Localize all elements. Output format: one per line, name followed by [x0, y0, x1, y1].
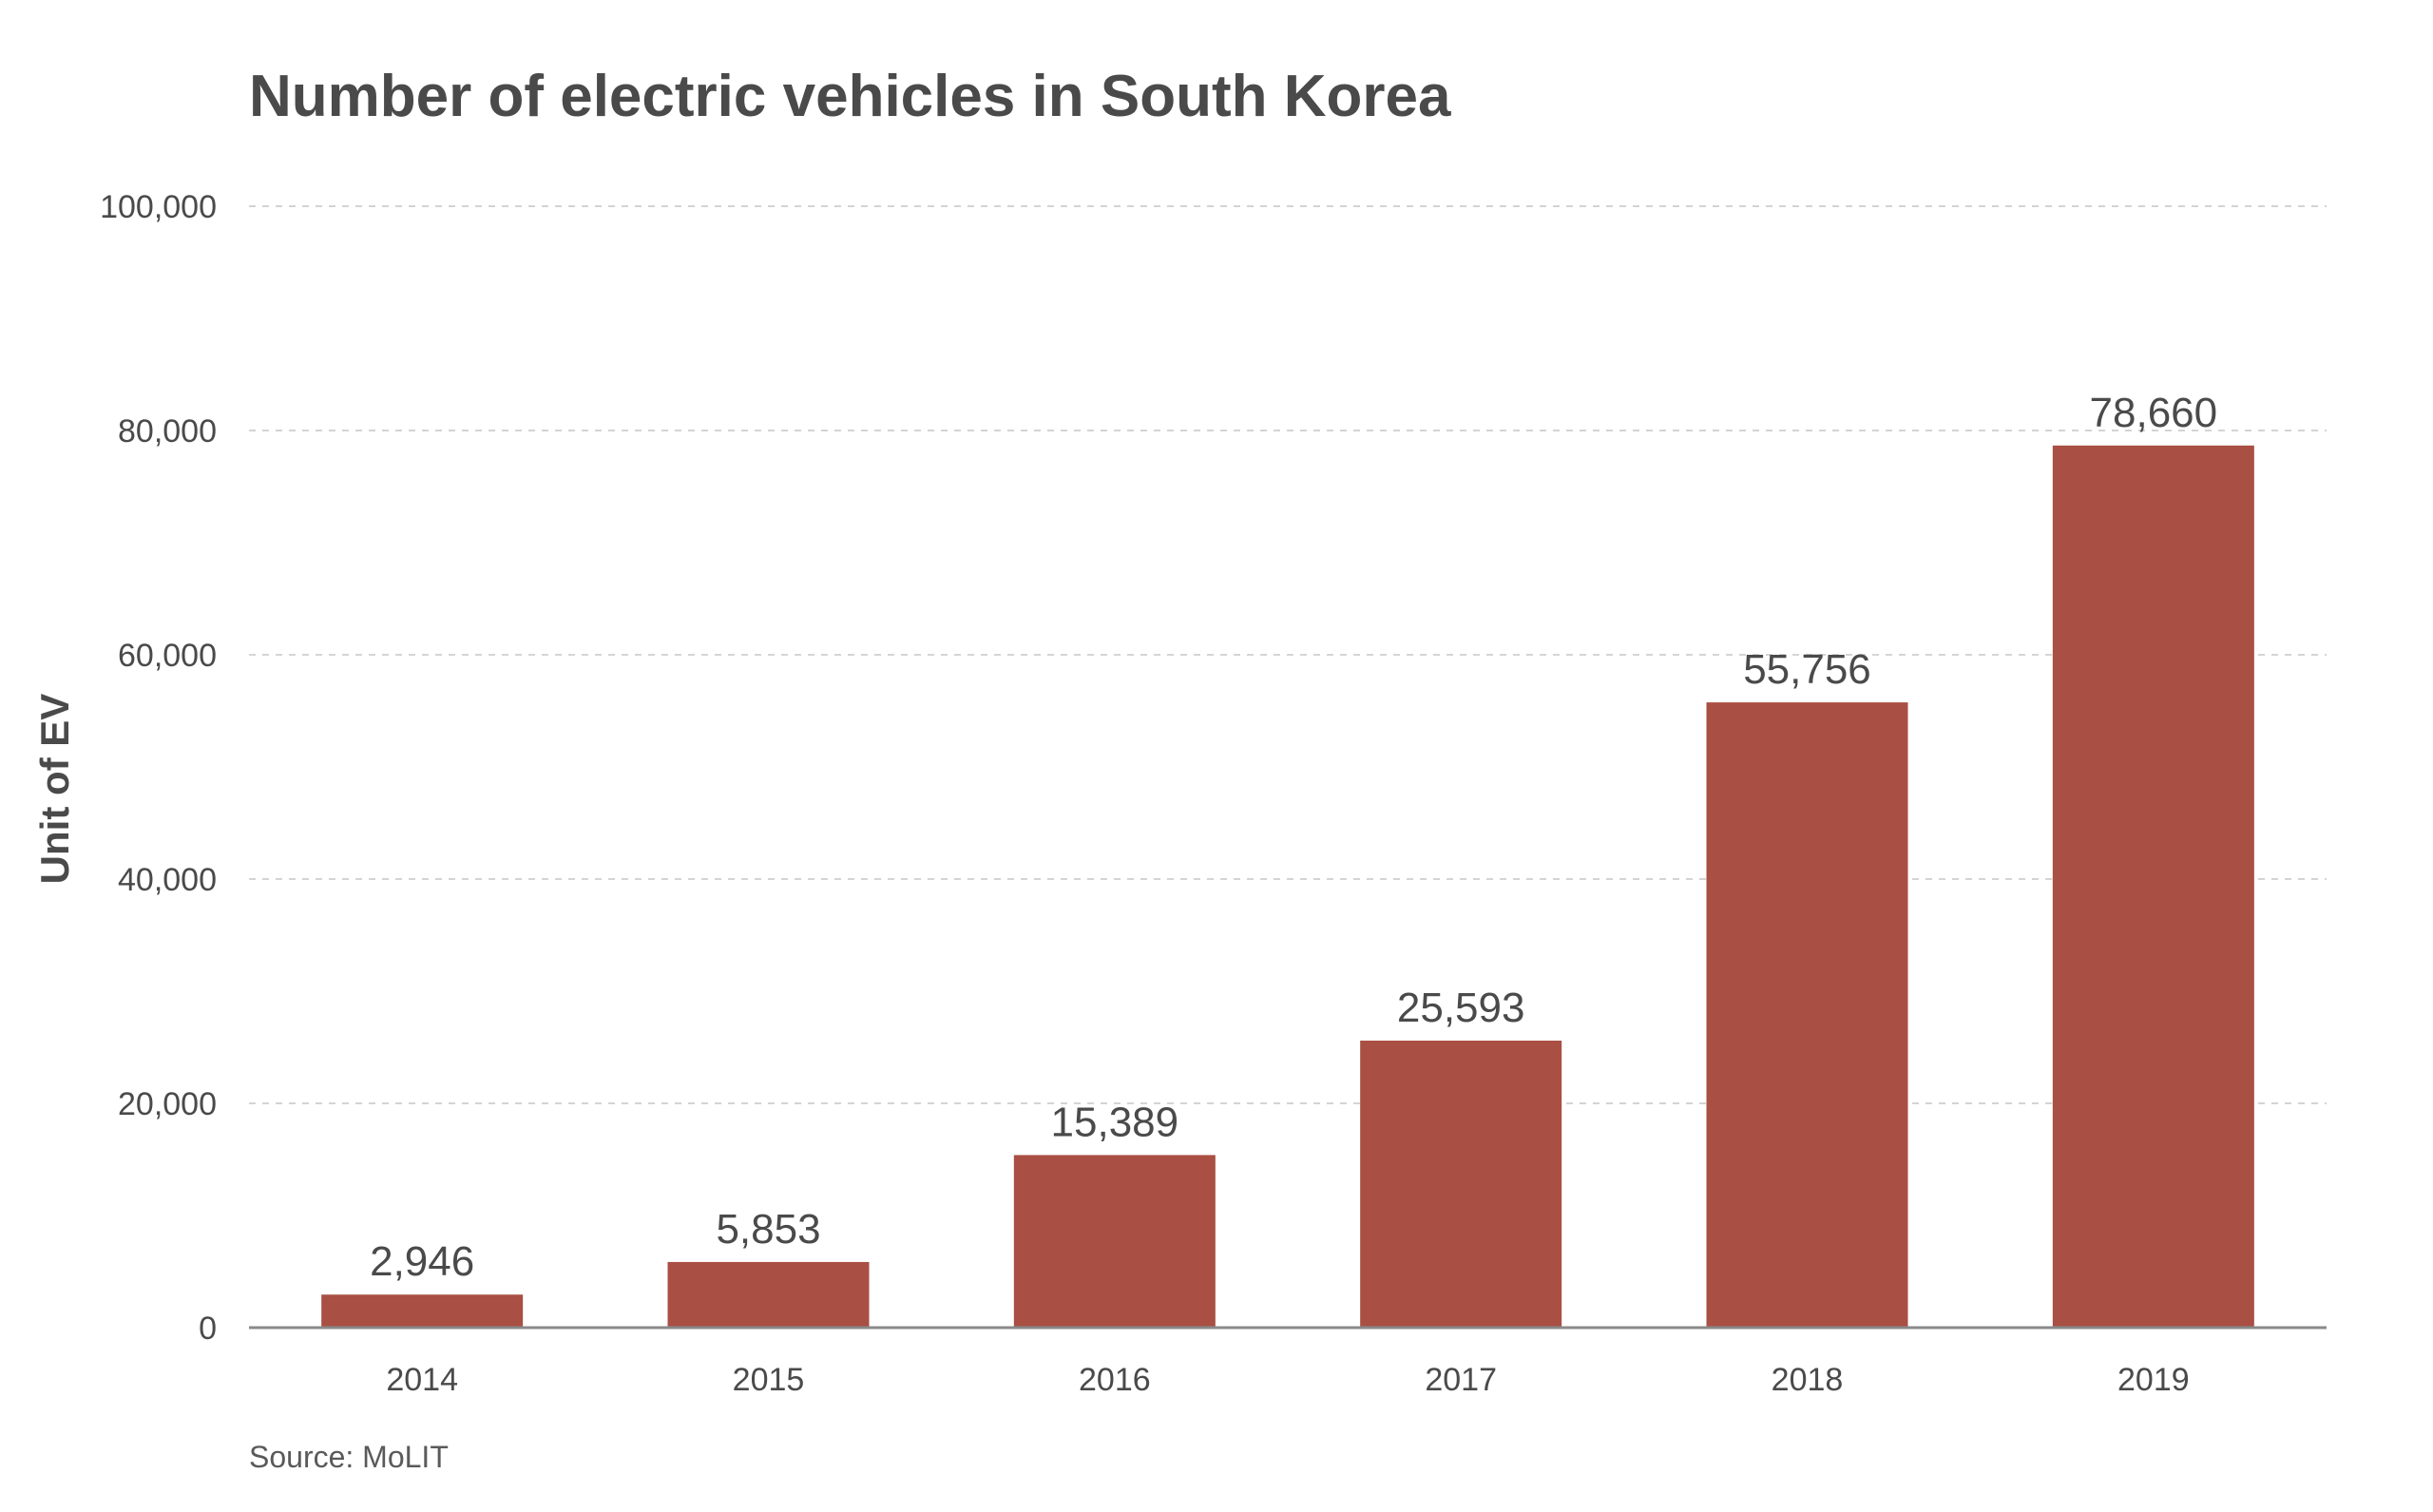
bar-2019 [2052, 445, 2254, 1328]
y-tick-label: 0 [199, 1311, 217, 1347]
y-tick-label: 100,000 [100, 189, 217, 225]
chart-title: Number of electric vehicles in South Kor… [249, 64, 1451, 129]
y-axis-label: Unit of EV [32, 694, 77, 885]
x-tick-label-2018: 2018 [1772, 1362, 1844, 1398]
y-tick-label: 20,000 [118, 1086, 217, 1122]
bar-2014 [321, 1294, 524, 1328]
y-tick-label: 60,000 [118, 638, 217, 674]
x-tick-label-2019: 2019 [2117, 1362, 2190, 1398]
data-label-2014: 2,946 [370, 1238, 474, 1285]
data-label-2015: 5,853 [716, 1206, 820, 1253]
bar-2015 [667, 1261, 870, 1328]
bar-2016 [1013, 1155, 1216, 1328]
data-label-2019: 78,660 [2090, 390, 2218, 436]
y-axis-ticks: 0 20,000 40,000 60,000 80,000 100,000 [100, 189, 217, 1347]
data-label-2018: 55,756 [1743, 646, 1871, 693]
x-tick-label-2014: 2014 [386, 1362, 458, 1398]
data-labels: 2,946 5,853 15,389 25,593 55,756 78,660 [370, 390, 2217, 1285]
y-tick-label: 40,000 [118, 862, 217, 898]
x-axis-ticks: 2014 2015 2016 2017 2018 2019 [386, 1362, 2189, 1398]
gridlines [249, 205, 2327, 1104]
bar-2018 [1706, 702, 1908, 1328]
x-tick-label-2015: 2015 [733, 1362, 805, 1398]
data-label-2017: 25,593 [1397, 985, 1525, 1031]
bars [321, 445, 2254, 1328]
x-tick-label-2017: 2017 [1425, 1362, 1497, 1398]
source-note: Source: MoLIT [249, 1440, 449, 1474]
bar-2017 [1360, 1041, 1562, 1328]
y-tick-label: 80,000 [118, 413, 217, 450]
data-label-2016: 15,389 [1051, 1099, 1179, 1145]
x-tick-label-2016: 2016 [1079, 1362, 1151, 1398]
